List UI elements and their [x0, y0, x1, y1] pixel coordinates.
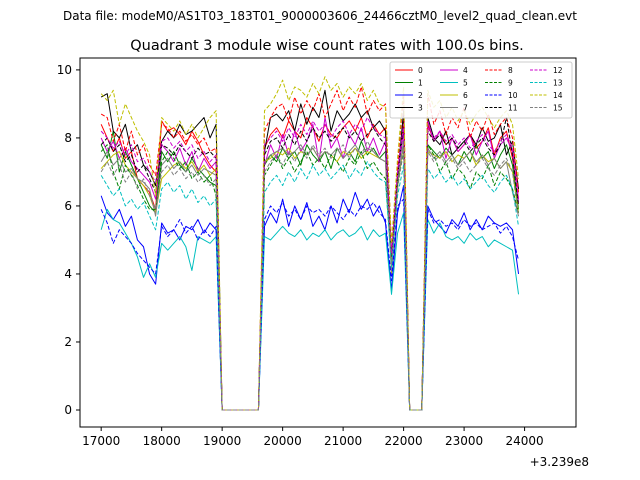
- series-line-13: [100, 161, 520, 411]
- series-line-3: [100, 89, 520, 411]
- plot-frame: [79, 57, 577, 428]
- series-line-4: [100, 117, 520, 411]
- series-line-2: [100, 185, 520, 411]
- legend-label-5: 5: [463, 79, 468, 88]
- series-line-5: [100, 208, 520, 411]
- y-tick-label: 0: [64, 403, 72, 417]
- y-tick-label: 4: [64, 267, 72, 281]
- y-tick-label: 10: [57, 63, 72, 77]
- legend-label-9: 9: [508, 79, 513, 88]
- legend-label-2: 2: [418, 91, 423, 100]
- legend-label-8: 8: [508, 66, 513, 75]
- x-tick-label: 17000: [82, 434, 120, 448]
- y-tick-label: 6: [64, 199, 72, 213]
- series-line-12: [100, 117, 520, 411]
- series-line-11: [100, 117, 520, 411]
- chart-suptitle: Data file: modeM0/AS1T03_183T01_90000036…: [63, 9, 577, 23]
- y-tick-label: 8: [64, 131, 72, 145]
- x-offset-label: +3.239e8: [530, 455, 589, 469]
- series-line-8: [100, 86, 520, 411]
- x-tick-label: 19000: [203, 434, 241, 448]
- legend-label-10: 10: [508, 91, 518, 100]
- legend-label-4: 4: [463, 66, 468, 75]
- legend-label-15: 15: [553, 104, 563, 113]
- legend-label-11: 11: [508, 104, 518, 113]
- x-tick-label: 20000: [264, 434, 302, 448]
- legend-label-7: 7: [463, 104, 468, 113]
- series-line-9: [100, 144, 520, 411]
- legend-label-13: 13: [553, 79, 563, 88]
- chart-title: Quadrant 3 module wise count rates with …: [130, 38, 524, 54]
- x-tick-label: 22000: [385, 434, 423, 448]
- legend-label-14: 14: [553, 91, 563, 100]
- legend-box: [389, 61, 573, 119]
- series-layer: [100, 76, 520, 411]
- series-line-15: [100, 140, 520, 411]
- legend-label-6: 6: [463, 91, 468, 100]
- legend-label-3: 3: [418, 104, 423, 113]
- y-tick-label: 2: [64, 335, 72, 349]
- x-tick-label: 23000: [445, 434, 483, 448]
- x-tick-label: 21000: [324, 434, 362, 448]
- x-tick-label: 18000: [143, 434, 181, 448]
- x-tick-label: 24000: [505, 434, 543, 448]
- series-line-10: [100, 198, 520, 411]
- legend-label-0: 0: [418, 66, 423, 75]
- legend-label-1: 1: [418, 79, 423, 88]
- axes: 17000 18000 19000 20000 21000 22000 23000 24000…: [57, 57, 577, 448]
- legend-label-12: 12: [553, 66, 563, 75]
